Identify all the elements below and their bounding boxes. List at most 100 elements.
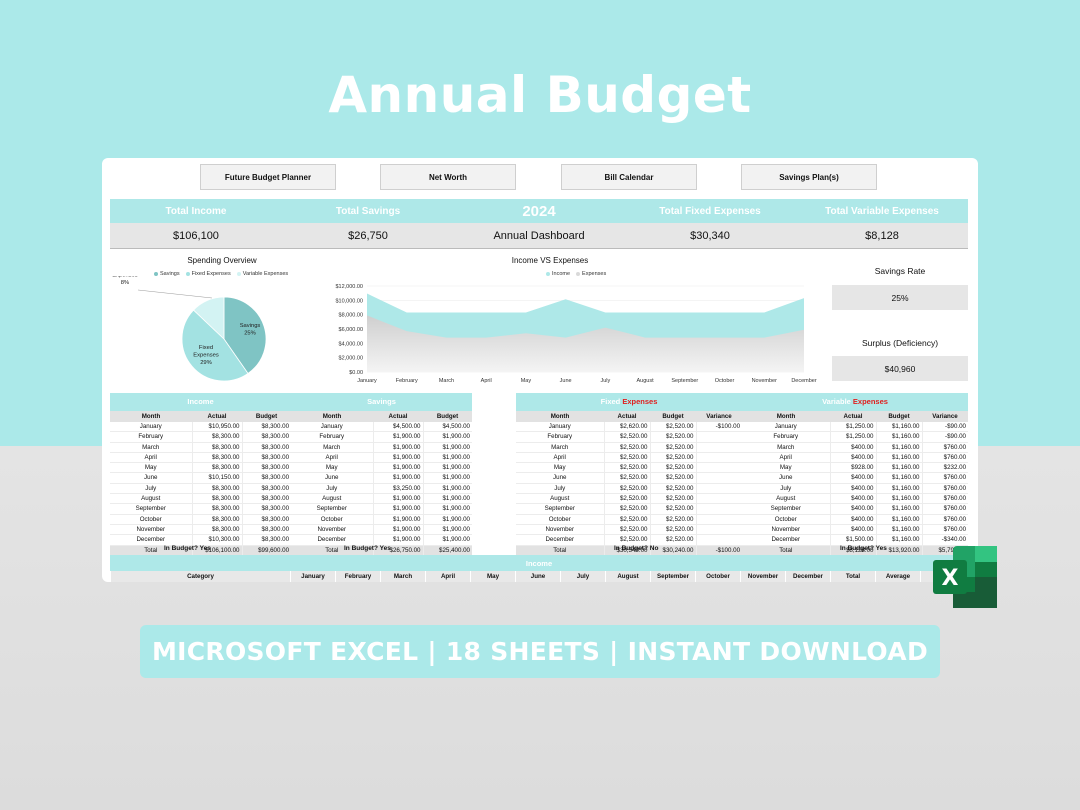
nav-savings-plans-button[interactable]: Savings Plan(s): [741, 164, 877, 190]
value-cell: $1,900.00: [372, 514, 423, 525]
period-header: March: [380, 571, 425, 582]
x-tick-label: May: [521, 378, 532, 384]
value-cell: $2,520.00: [603, 493, 650, 505]
value-cell: $1,160.00: [875, 493, 922, 505]
value-cell: $2,520.00: [603, 514, 650, 525]
area-legend-expenses: Expenses: [576, 271, 606, 277]
x-tick-label: January: [357, 378, 377, 384]
value-cell: $1,160.00: [875, 422, 922, 433]
surplus-label: Surplus (Deficiency): [861, 338, 939, 348]
month-cell: August: [110, 493, 192, 505]
value-cell: $8,300.00: [191, 431, 242, 443]
value-cell: $760.00: [921, 503, 969, 515]
table-row: January $10,950.00 $8,300.00: [110, 422, 292, 433]
period-header: October: [695, 571, 740, 582]
nav-net-worth-button[interactable]: Net Worth: [380, 164, 516, 190]
table-row: May $2,520.00 $2,520.00: [516, 462, 743, 474]
month-cell: March: [110, 442, 192, 453]
value-cell: $1,900.00: [422, 452, 472, 464]
pie-legend: Savings Fixed Expenses Variable Expenses: [154, 271, 288, 277]
fixed-expenses-table-title: Fixed Expenses: [516, 393, 743, 411]
value-cell: $400.00: [829, 503, 876, 515]
total-row: Total $30,340.00 $30,240.00 -$100.00: [516, 545, 743, 556]
nav-bill-calendar-button[interactable]: Bill Calendar: [561, 164, 697, 190]
value-cell: [695, 483, 743, 495]
month-cell: December: [291, 534, 373, 546]
table-row: January $1,250.00 $1,160.00 -$90.00: [742, 422, 969, 433]
table-row: July $400.00 $1,160.00 $760.00: [742, 483, 969, 495]
table-row: June $10,150.00 $8,300.00: [110, 472, 292, 484]
table-row: January $2,620.00 $2,520.00 -$100.00: [516, 422, 743, 433]
total-value: $25,400.00: [422, 545, 472, 556]
value-cell: $1,900.00: [422, 514, 472, 525]
value-cell: $1,160.00: [875, 503, 922, 515]
value-cell: $1,250.00: [829, 431, 876, 443]
month-cell: April: [110, 452, 192, 464]
value-cell: $8,300.00: [191, 503, 242, 515]
value-cell: $2,520.00: [603, 452, 650, 464]
kpi-label-total-fixed-expenses: Total Fixed Expenses: [659, 205, 761, 217]
month-cell: August: [742, 493, 830, 505]
pie-legend-fixed: Fixed Expenses: [185, 271, 231, 277]
y-tick-label: $10,000.00: [335, 298, 363, 304]
value-cell: $8,300.00: [241, 452, 292, 464]
savings-table-title: Savings: [291, 393, 472, 411]
col-month: Month: [742, 411, 830, 422]
value-cell: $4,500.00: [422, 422, 472, 433]
y-tick-label: $4,000.00: [339, 341, 363, 347]
value-cell: $2,520.00: [603, 483, 650, 495]
value-cell: $400.00: [829, 472, 876, 484]
nav-future-budget-planner-button[interactable]: Future Budget Planner: [200, 164, 336, 190]
value-cell: $400.00: [829, 524, 876, 536]
table-row: May $8,300.00 $8,300.00: [110, 462, 292, 474]
month-cell: November: [110, 524, 192, 536]
value-cell: $2,520.00: [649, 493, 696, 505]
value-cell: $760.00: [921, 493, 969, 505]
value-cell: $8,300.00: [241, 493, 292, 505]
month-cell: July: [742, 483, 830, 495]
promo-banner: MICROSOFT EXCEL | 18 SHEETS | INSTANT DO…: [140, 625, 940, 678]
kpi-value-total-variable-expenses: $8,128: [865, 229, 899, 242]
value-cell: $2,520.00: [603, 524, 650, 536]
table-row: February $1,250.00 $1,160.00 -$90.00: [742, 431, 969, 443]
value-cell: $1,900.00: [372, 472, 423, 484]
col-budget: Budget: [876, 411, 922, 422]
y-tick-label: $8,000.00: [339, 313, 363, 319]
value-cell: $10,300.00: [191, 534, 242, 546]
kpi-label-total-variable-expenses: Total Variable Expenses: [825, 205, 939, 217]
table-row: April $400.00 $1,160.00 $760.00: [742, 452, 969, 464]
table-row: August $1,900.00 $1,900.00: [291, 493, 472, 505]
month-cell: May: [742, 462, 830, 474]
table-row: July $2,520.00 $2,520.00: [516, 483, 743, 495]
savings-rate-value: 25%: [832, 285, 968, 310]
x-tick-label: September: [671, 378, 698, 384]
month-cell: April: [291, 452, 373, 464]
table-row: June $1,900.00 $1,900.00: [291, 472, 472, 484]
value-cell: $760.00: [921, 483, 969, 495]
pie-chart-title: Spending Overview: [187, 256, 257, 265]
kpi-value-row: $106,100 $26,750 Annual Dashboard $30,34…: [110, 223, 968, 248]
value-cell: $760.00: [921, 524, 969, 536]
table-row: May $1,900.00 $1,900.00: [291, 462, 472, 474]
value-cell: $8,300.00: [241, 422, 292, 433]
month-cell: November: [291, 524, 373, 536]
month-cell: September: [516, 503, 604, 515]
month-cell: February: [742, 431, 830, 443]
total-row: Total $8,128.00 $13,920.00 $5,792.00: [742, 545, 969, 556]
table-row: November $400.00 $1,160.00 $760.00: [742, 524, 969, 536]
table-row: March $400.00 $1,160.00 $760.00: [742, 442, 969, 453]
value-cell: $1,160.00: [875, 431, 922, 443]
table-row: October $1,900.00 $1,900.00: [291, 514, 472, 525]
month-cell: January: [110, 422, 192, 433]
income-table: Income Month Actual Budget January $10,95…: [110, 393, 292, 556]
value-cell: $1,250.00: [829, 422, 876, 433]
table-row: August $400.00 $1,160.00 $760.00: [742, 493, 969, 505]
month-cell: February: [516, 431, 604, 443]
value-cell: $1,900.00: [422, 483, 472, 495]
y-tick-label: $2,000.00: [339, 356, 363, 362]
value-cell: $928.00: [829, 462, 876, 474]
income-in-budget: In Budget? Yes: [164, 545, 211, 552]
value-cell: $1,900.00: [422, 493, 472, 505]
value-cell: $1,900.00: [422, 462, 472, 474]
total-label: Total: [742, 545, 830, 556]
